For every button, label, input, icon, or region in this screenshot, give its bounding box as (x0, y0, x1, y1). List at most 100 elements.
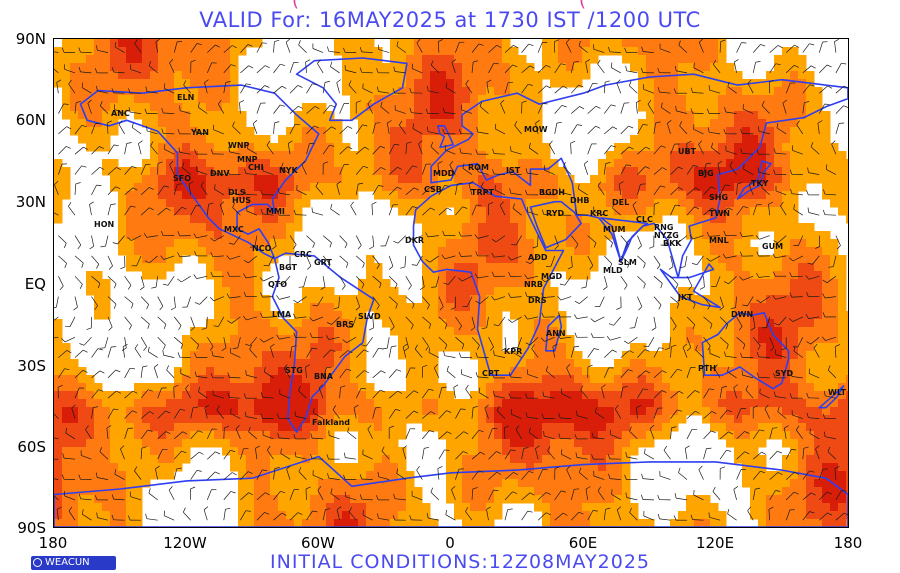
wind-speed-cell (422, 335, 431, 344)
wind-speed-cell (550, 55, 559, 64)
wind-speed-cell (790, 263, 799, 272)
wind-speed-cell (222, 399, 231, 408)
wind-speed-cell (446, 391, 455, 400)
wind-speed-cell (70, 487, 79, 496)
wind-speed-cell (566, 271, 575, 280)
wind-speed-cell (230, 367, 239, 376)
wind-speed-cell (358, 407, 367, 416)
wind-speed-cell (750, 271, 759, 280)
wind-speed-cell (614, 463, 623, 472)
wind-speed-cell (302, 111, 311, 120)
wind-speed-cell (470, 207, 479, 216)
wind-speed-cell (262, 495, 271, 504)
wind-speed-cell (310, 359, 319, 368)
wind-speed-cell (430, 79, 439, 88)
wind-speed-cell (710, 47, 719, 56)
wind-speed-cell (206, 151, 215, 160)
wind-speed-cell (438, 87, 447, 96)
wind-speed-cell (726, 327, 735, 336)
wind-speed-cell (814, 159, 823, 168)
wind-speed-cell (838, 199, 847, 208)
wind-speed-cell (638, 191, 647, 200)
wind-speed-cell (790, 423, 799, 432)
wind-speed-cell (518, 479, 527, 488)
wind-speed-cell (742, 391, 751, 400)
wind-speed-cell (806, 103, 815, 112)
wind-speed-cell (414, 95, 423, 104)
wind-speed-cell (70, 63, 79, 72)
wind-speed-cell (142, 223, 151, 232)
wind-speed-cell (286, 407, 295, 416)
wind-speed-cell (766, 103, 775, 112)
wind-speed-cell (134, 263, 143, 272)
wind-speed-cell (158, 95, 167, 104)
wind-speed-cell (502, 223, 511, 232)
wind-speed-cell (814, 239, 823, 248)
wind-speed-cell (190, 159, 199, 168)
wind-speed-cell (422, 143, 431, 152)
wind-speed-cell (686, 503, 695, 512)
wind-speed-cell (134, 423, 143, 432)
wind-speed-cell (630, 151, 639, 160)
wind-speed-cell (390, 503, 399, 512)
wind-speed-cell (230, 167, 239, 176)
wind-speed-cell (574, 351, 583, 360)
wind-speed-cell (822, 327, 831, 336)
wind-speed-cell (694, 503, 703, 512)
wind-speed-cell (550, 383, 559, 392)
wind-speed-cell (566, 351, 575, 360)
wind-speed-cell (758, 263, 767, 272)
wind-speed-cell (190, 247, 199, 256)
wind-speed-cell (494, 311, 503, 320)
wind-speed-cell (454, 247, 463, 256)
wind-speed-cell (510, 279, 519, 288)
wind-speed-cell (654, 359, 663, 368)
wind-speed-cell (494, 151, 503, 160)
wind-speed-cell (238, 487, 247, 496)
wind-speed-cell (558, 375, 567, 384)
wind-speed-cell (414, 503, 423, 512)
wind-speed-cell (262, 223, 271, 232)
wind-speed-cell (454, 327, 463, 336)
wind-speed-cell (582, 239, 591, 248)
wind-speed-cell (694, 55, 703, 64)
wind-speed-cell (766, 143, 775, 152)
wind-speed-cell (830, 159, 839, 168)
wind-speed-cell (246, 495, 255, 504)
wind-speed-cell (238, 119, 247, 128)
wind-speed-cell (222, 287, 231, 296)
wind-speed-cell (614, 471, 623, 480)
wind-speed-cell (494, 303, 503, 312)
wind-speed-cell (542, 175, 551, 184)
wind-speed-cell (118, 183, 127, 192)
wind-speed-cell (150, 151, 159, 160)
wind-speed-cell (702, 383, 711, 392)
wind-speed-cell (358, 151, 367, 160)
wind-speed-cell (686, 127, 695, 136)
wind-speed-cell (70, 47, 79, 56)
wind-speed-cell (494, 143, 503, 152)
wind-speed-cell (190, 79, 199, 88)
wind-speed-cell (590, 55, 599, 64)
wind-speed-cell (326, 407, 335, 416)
wind-speed-cell (318, 111, 327, 120)
wind-speed-cell (678, 391, 687, 400)
wind-speed-cell (838, 375, 847, 384)
wind-speed-cell (206, 423, 215, 432)
wind-speed-cell (678, 191, 687, 200)
wind-speed-cell (278, 383, 287, 392)
wind-speed-cell (198, 143, 207, 152)
wind-speed-cell (238, 423, 247, 432)
wind-speed-cell (662, 143, 671, 152)
wind-barb (693, 113, 704, 114)
wind-speed-cell (718, 287, 727, 296)
wind-speed-cell (838, 439, 847, 448)
wind-speed-cell (454, 503, 463, 512)
wind-speed-cell (454, 63, 463, 72)
wind-speed-cell (742, 343, 751, 352)
wind-speed-cell (654, 127, 663, 136)
wind-speed-cell (670, 383, 679, 392)
wind-speed-cell (318, 119, 327, 128)
wind-speed-cell (446, 479, 455, 488)
wind-speed-cell (798, 335, 807, 344)
